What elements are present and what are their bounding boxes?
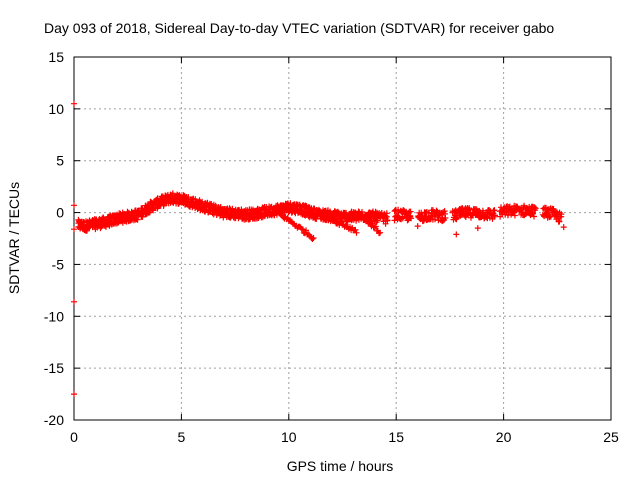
- y-tick-label: 5: [56, 153, 64, 169]
- data-point: [453, 231, 460, 238]
- data-point: [391, 208, 398, 215]
- data-point: [71, 100, 77, 107]
- y-tick-label: -10: [44, 308, 64, 324]
- data-point: [372, 223, 379, 230]
- x-axis-label: GPS time / hours: [287, 458, 394, 474]
- data-point: [399, 215, 406, 222]
- x-tick-label: 25: [603, 429, 619, 445]
- grid: [74, 57, 611, 420]
- y-tick-label: -20: [44, 412, 64, 428]
- data-point: [364, 216, 371, 223]
- data-point: [442, 215, 449, 221]
- axis-ticks: 0 5 10 15 20 25 -20 -15 -10 -5 0 5 10 15: [44, 49, 619, 445]
- data-point: [552, 208, 559, 215]
- x-tick-label: 0: [70, 429, 78, 445]
- data-point: [369, 220, 376, 227]
- x-tick-label: 5: [178, 429, 186, 445]
- data-point: [169, 190, 176, 197]
- data-point: [408, 215, 415, 222]
- data-point: [384, 217, 391, 224]
- data-point: [491, 207, 498, 214]
- x-tick-label: 10: [281, 429, 297, 445]
- data-point: [511, 212, 518, 219]
- data-point: [278, 211, 285, 218]
- data-point: [530, 210, 536, 217]
- data-point: [71, 226, 77, 233]
- x-tick-label: 20: [496, 429, 512, 445]
- data-point: [299, 226, 306, 233]
- y-tick-label: 10: [48, 101, 64, 117]
- x-tick-label: 15: [388, 429, 404, 445]
- data-point: [332, 217, 338, 224]
- data-point: [71, 202, 77, 209]
- data-point: [558, 211, 565, 218]
- data-point: [531, 213, 537, 220]
- data-point: [414, 223, 421, 230]
- y-tick-label: 15: [48, 49, 64, 65]
- data-point: [353, 229, 360, 236]
- plot-area-frame: [73, 56, 612, 421]
- data-point: [371, 224, 378, 231]
- data-point: [556, 218, 563, 225]
- data-point: [491, 212, 498, 219]
- data-point: [134, 216, 141, 223]
- y-axis-label: SDTVAR / TECUs: [6, 182, 22, 294]
- y-tick-label: 0: [56, 205, 64, 221]
- data-point: [71, 391, 77, 398]
- data-point: [532, 205, 539, 212]
- data-point: [303, 227, 309, 234]
- data-point: [377, 229, 384, 236]
- data-point: [560, 224, 567, 231]
- data-point: [433, 207, 440, 214]
- data-point: [71, 298, 77, 305]
- data-point: [474, 225, 481, 232]
- data-point: [309, 236, 316, 242]
- data-point: [547, 213, 554, 220]
- chart-title: Day 093 of 2018, Sidereal Day-to-day VTE…: [44, 20, 554, 36]
- data-point: [555, 217, 562, 224]
- data-point: [310, 235, 317, 241]
- y-tick-label: -5: [52, 256, 65, 272]
- data-point: [199, 198, 206, 205]
- data-point: [352, 226, 359, 233]
- data-point: [407, 208, 414, 215]
- data-point: [466, 205, 473, 212]
- data-point: [544, 210, 551, 217]
- y-tick-label: -15: [44, 360, 64, 376]
- data-points: [71, 100, 567, 398]
